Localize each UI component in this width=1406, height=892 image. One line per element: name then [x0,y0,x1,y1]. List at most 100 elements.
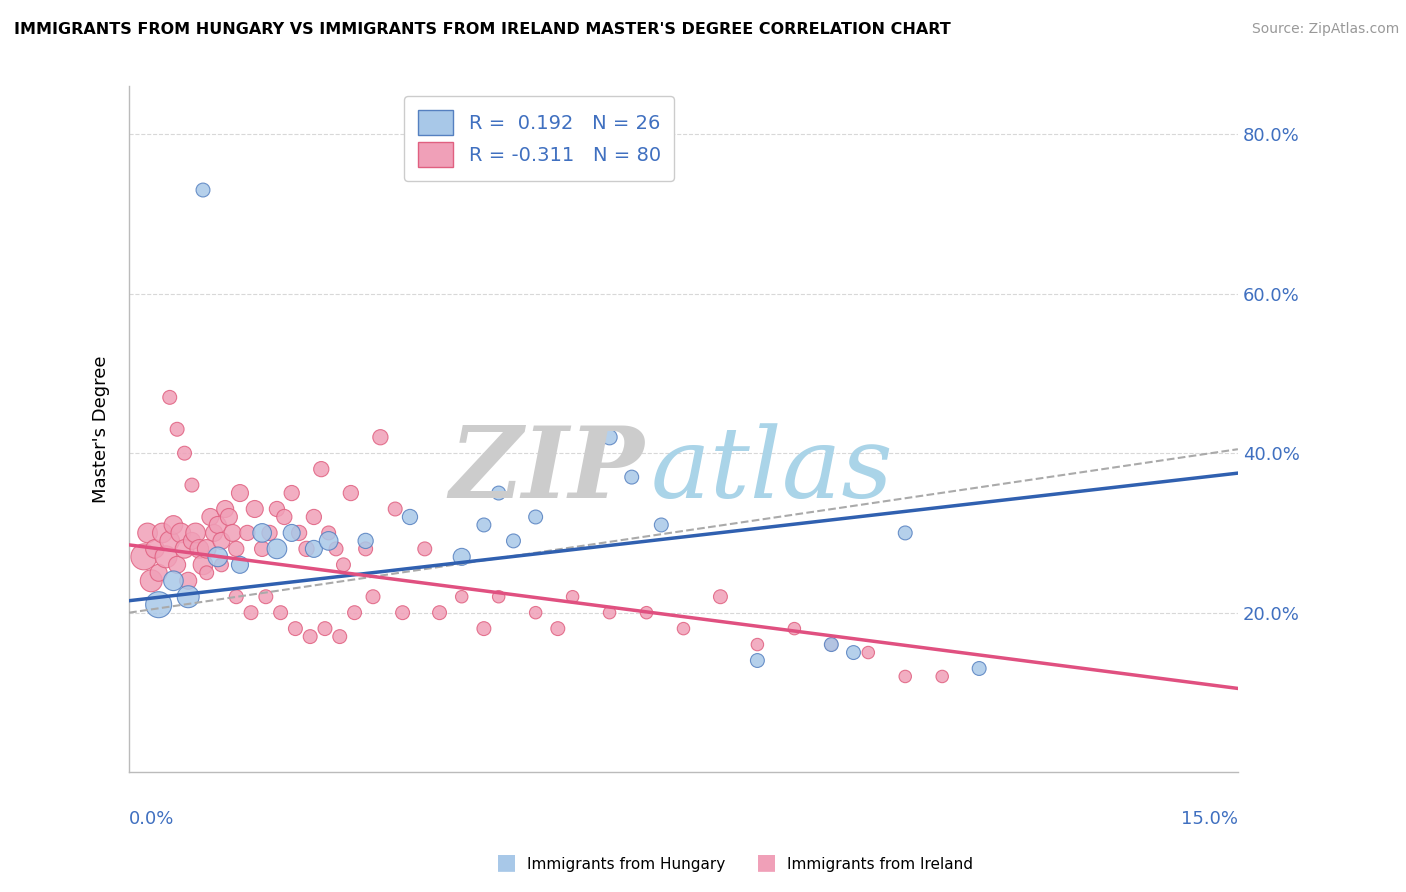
Point [332,558,354,572]
Text: Source: ZipAtlas.com: Source: ZipAtlas.com [1251,22,1399,37]
Point [273,510,295,524]
Point [225,590,247,604]
Point [599,430,621,444]
Point [166,422,188,436]
Point [270,606,292,620]
Point [302,510,325,524]
Point [259,525,281,540]
Point [266,541,288,556]
Point [636,606,658,620]
Point [132,549,155,564]
Text: atlas: atlas [650,423,893,518]
Legend: R =  0.192   N = 26, R = -0.311   N = 80: R = 0.192 N = 26, R = -0.311 N = 80 [405,96,675,181]
Point [141,574,163,588]
Point [370,430,392,444]
Point [166,558,188,572]
Point [931,669,953,683]
Point [488,486,510,500]
Point [150,525,173,540]
Point [200,510,222,524]
Point [184,525,207,540]
Point [159,533,181,548]
Point [180,478,202,492]
Point [162,518,184,533]
Point [340,486,363,500]
Point [967,661,990,675]
Point [450,549,472,564]
Point [173,541,195,556]
Point [148,566,170,580]
Point [894,669,917,683]
Text: 15.0%: 15.0% [1181,810,1237,828]
Point [284,622,307,636]
Point [325,541,347,556]
Point [302,541,325,556]
Point [295,541,318,556]
Point [354,533,377,548]
Point [361,590,384,604]
Point [894,525,917,540]
Point [229,486,252,500]
Point [472,622,495,636]
Point [309,462,332,476]
Point [170,525,193,540]
Point [148,598,170,612]
Point [155,549,177,564]
Point [354,541,377,556]
Point [191,558,214,572]
Point [672,622,695,636]
Point [254,590,277,604]
Point [858,646,880,660]
Point [240,606,263,620]
Point [524,606,547,620]
Point [318,525,340,540]
Text: 0.0%: 0.0% [129,810,174,828]
Text: ZIP: ZIP [450,422,645,518]
Point [391,606,413,620]
Point [180,533,202,548]
Text: ■: ■ [756,853,776,872]
Point [314,622,336,636]
Point [195,541,218,556]
Point [280,525,302,540]
Point [236,525,259,540]
Y-axis label: Master's Degree: Master's Degree [93,356,110,503]
Point [211,533,233,548]
Point [472,518,495,533]
Point [709,590,731,604]
Point [413,541,436,556]
Point [747,638,769,652]
Point [399,510,422,524]
Point [488,590,510,604]
Point [214,502,236,516]
Text: Immigrants from Hungary: Immigrants from Hungary [527,857,725,872]
Point [207,549,229,564]
Point [429,606,451,620]
Point [820,638,842,652]
Point [159,390,181,404]
Point [820,638,842,652]
Text: ■: ■ [496,853,516,872]
Point [207,518,229,533]
Point [318,533,340,548]
Point [288,525,311,540]
Point [842,646,865,660]
Point [547,622,569,636]
Point [599,606,621,620]
Point [299,630,322,644]
Point [747,653,769,667]
Point [524,510,547,524]
Point [177,574,200,588]
Point [250,525,273,540]
Point [218,510,240,524]
Point [202,525,225,540]
Point [280,486,302,500]
Point [384,502,406,516]
Point [783,622,806,636]
Point [329,630,352,644]
Point [620,470,643,484]
Point [191,183,214,197]
Point [250,541,273,556]
Point [450,590,472,604]
Point [136,525,159,540]
